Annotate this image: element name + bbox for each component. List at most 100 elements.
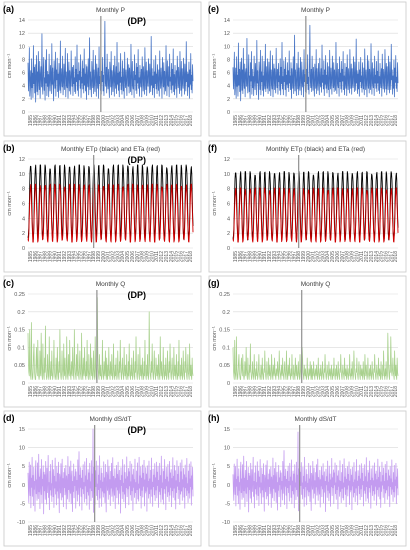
x-tick-label: 2007 [340, 525, 346, 536]
y-tick-label: 0.05 [14, 363, 25, 369]
y-tick-label: 12 [224, 157, 230, 163]
x-tick-label: 2002 [111, 525, 117, 536]
x-tick-label: 2002 [316, 525, 322, 536]
x-tick-label: 1999 [301, 115, 307, 126]
x-tick-label: 1990 [257, 525, 263, 536]
x-tick-label: 2005 [125, 386, 131, 397]
x-tick-label: 1985 [233, 386, 239, 397]
series-line [232, 431, 399, 513]
x-tick-label: 2017 [388, 525, 394, 536]
x-tick-label: 2011 [154, 115, 160, 126]
x-tick-label: 1986 [238, 251, 244, 262]
y-axis-label: cm mon⁻¹ [7, 191, 13, 215]
dp-tag: (DP) [128, 290, 147, 300]
x-tick-label: 2014 [169, 386, 175, 397]
x-tick-label: 1999 [96, 115, 102, 126]
x-tick-label: 1987 [243, 525, 249, 536]
x-tick-label: 2001 [311, 386, 317, 397]
x-tick-label: 2000 [101, 386, 107, 397]
chart-panel-f: 0246810121985198619871988198919901991199… [208, 140, 407, 273]
x-tick-label: 1995 [77, 115, 83, 126]
x-tick-label: 2015 [379, 525, 385, 536]
y-tick-label: 2 [22, 97, 25, 103]
x-tick-label: 2012 [159, 115, 165, 126]
x-tick-label: 2008 [140, 115, 146, 126]
x-tick-label: 2010 [354, 525, 360, 536]
x-tick-label: 1991 [57, 525, 63, 536]
x-tick-label: 1990 [52, 251, 58, 262]
x-tick-label: 1985 [28, 115, 34, 126]
x-tick-label: 2008 [140, 386, 146, 397]
series-line [232, 332, 399, 380]
x-tick-label: 2007 [135, 525, 141, 536]
x-tick-label: 2011 [359, 115, 365, 126]
x-tick-label: 1988 [248, 115, 254, 126]
x-tick-label: 2015 [174, 251, 180, 262]
x-tick-label: 2000 [101, 251, 107, 262]
x-tick-label: 1994 [72, 386, 78, 397]
panel-title: Monthly Q [96, 281, 126, 288]
dp-tag: (DP) [128, 425, 147, 435]
x-tick-label: 2012 [364, 115, 370, 126]
x-tick-label: 2012 [159, 251, 165, 262]
x-tick-label: 2013 [164, 115, 170, 126]
x-tick-label: 1990 [52, 115, 58, 126]
y-tick-label: 4 [22, 84, 25, 90]
x-tick-label: 1986 [238, 525, 244, 536]
y-tick-label: 8 [22, 187, 25, 193]
dp-tag: (DP) [128, 16, 147, 26]
x-tick-label: 1987 [38, 251, 44, 262]
y-tick-label: 8 [227, 187, 230, 193]
x-tick-label: 2012 [364, 525, 370, 536]
y-tick-label: 0.2 [222, 310, 230, 316]
x-tick-label: 1990 [257, 115, 263, 126]
y-tick-label: 10 [224, 44, 230, 50]
y-axis-label: cm mon⁻¹ [7, 54, 13, 78]
x-tick-label: 1991 [262, 251, 268, 262]
y-tick-label: 2 [227, 231, 230, 237]
x-tick-label: 2002 [111, 386, 117, 397]
x-tick-label: 2016 [178, 386, 184, 397]
x-tick-label: 2001 [311, 251, 317, 262]
x-tick-label: 2003 [320, 525, 326, 536]
y-tick-label: 10 [19, 44, 25, 50]
x-tick-label: 2010 [354, 115, 360, 126]
chart-panel-e: 0246810121419851986198719881989199019911… [208, 1, 407, 137]
x-tick-label: 1988 [43, 386, 49, 397]
x-tick-label: 1986 [33, 251, 39, 262]
y-tick-label: 0.15 [14, 328, 25, 334]
x-tick-label: 1991 [57, 251, 63, 262]
x-tick-label: 1993 [67, 525, 73, 536]
y-tick-label: 12 [224, 31, 230, 37]
y-tick-label: 6 [22, 202, 25, 208]
x-tick-label: 1996 [286, 525, 292, 536]
y-tick-label: 0 [22, 381, 25, 387]
y-tick-label: 15 [224, 427, 230, 433]
x-tick-label: 2002 [316, 115, 322, 126]
x-tick-label: 1998 [296, 386, 302, 397]
x-tick-label: 2008 [345, 115, 351, 126]
x-tick-label: 2004 [120, 115, 126, 126]
y-tick-label: 0 [227, 246, 230, 252]
y-tick-label: 10 [224, 172, 230, 178]
x-tick-label: 1986 [33, 115, 39, 126]
x-tick-label: 1996 [81, 251, 87, 262]
x-tick-label: 2018 [188, 115, 194, 126]
x-tick-label: 2000 [306, 386, 312, 397]
x-tick-label: 2006 [130, 386, 136, 397]
x-tick-label: 2012 [159, 525, 165, 536]
chart-panel-b: 0246810121985198619871988198919901991199… [3, 140, 202, 273]
x-tick-label: 2016 [383, 115, 389, 126]
x-tick-label: 1989 [47, 115, 53, 126]
x-tick-label: 2005 [125, 525, 131, 536]
y-tick-label: -10 [17, 520, 25, 526]
x-tick-label: 1991 [262, 386, 268, 397]
x-tick-label: 2000 [101, 525, 107, 536]
x-tick-label: 2001 [311, 525, 317, 536]
x-tick-label: 2015 [379, 386, 385, 397]
x-tick-label: 2007 [340, 115, 346, 126]
x-tick-label: 1995 [282, 115, 288, 126]
x-tick-label: 1999 [301, 251, 307, 262]
x-tick-label: 1995 [77, 525, 83, 536]
x-tick-label: 2005 [330, 251, 336, 262]
